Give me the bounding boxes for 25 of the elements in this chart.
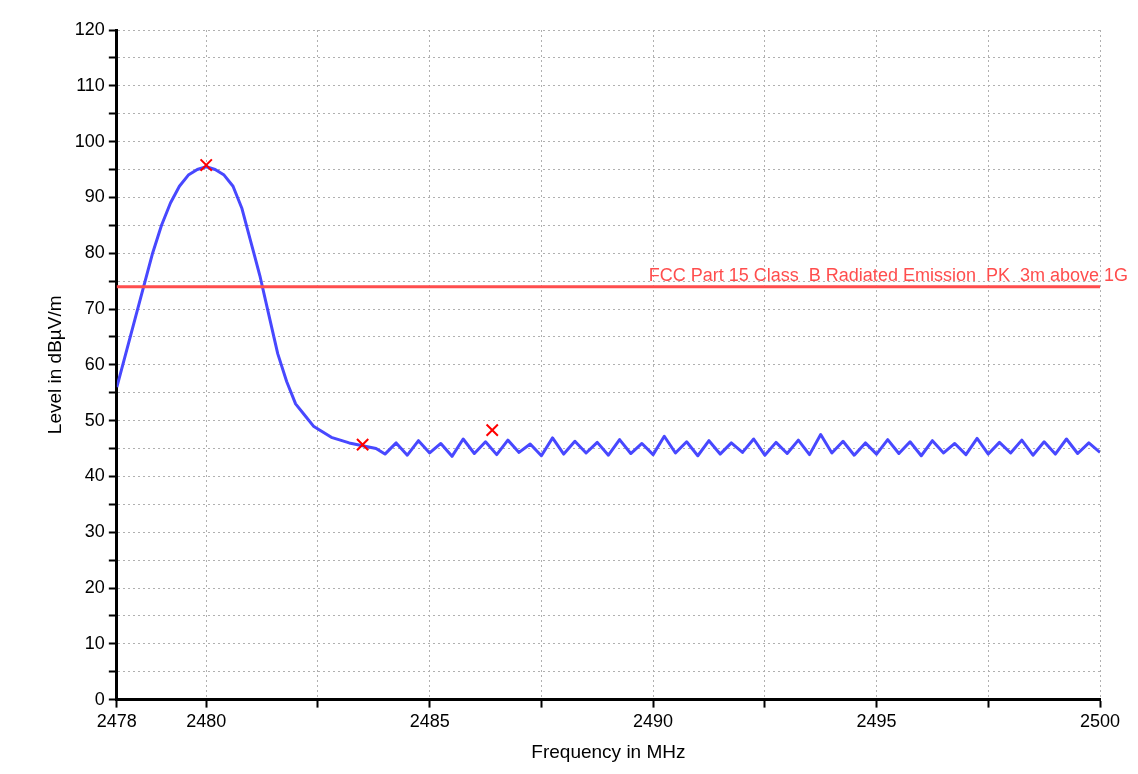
ref-line-label: FCC Part 15 Class B Radiated Emission PK 3m above 1G: [648, 264, 1128, 285]
point: [485, 423, 499, 437]
x-tick-label: 2478: [96, 711, 137, 732]
x-tick-label: 2480: [186, 711, 227, 732]
point: [199, 158, 213, 172]
y-tick-label: 20: [84, 576, 105, 597]
x-tick-label: 2490: [633, 711, 674, 732]
x-tick-label: 2500: [1079, 711, 1121, 732]
y-tick-label: 70: [84, 297, 105, 318]
y-tick-label: 10: [84, 632, 105, 653]
y-tick-label: 90: [84, 186, 105, 207]
point: [355, 437, 370, 452]
y-tick-label: 110: [76, 74, 105, 95]
y-axis-title: Level in dBµV/m: [43, 295, 65, 435]
y-tick-label: 80: [84, 242, 105, 263]
x-axis-title: Frequency in MHz: [531, 740, 686, 762]
x-tick-label: 2485: [409, 711, 450, 732]
y-tick-label: 40: [84, 465, 105, 486]
y-tick-label: 30: [84, 521, 105, 542]
x-tick-label: 2495: [856, 711, 897, 732]
y-tick-label: 60: [84, 353, 105, 374]
y-tick-label: 0: [94, 688, 105, 709]
y-tick-label: 120: [74, 18, 105, 39]
y-tick-label: 100: [74, 130, 105, 151]
y-tick-label: 50: [84, 409, 105, 430]
